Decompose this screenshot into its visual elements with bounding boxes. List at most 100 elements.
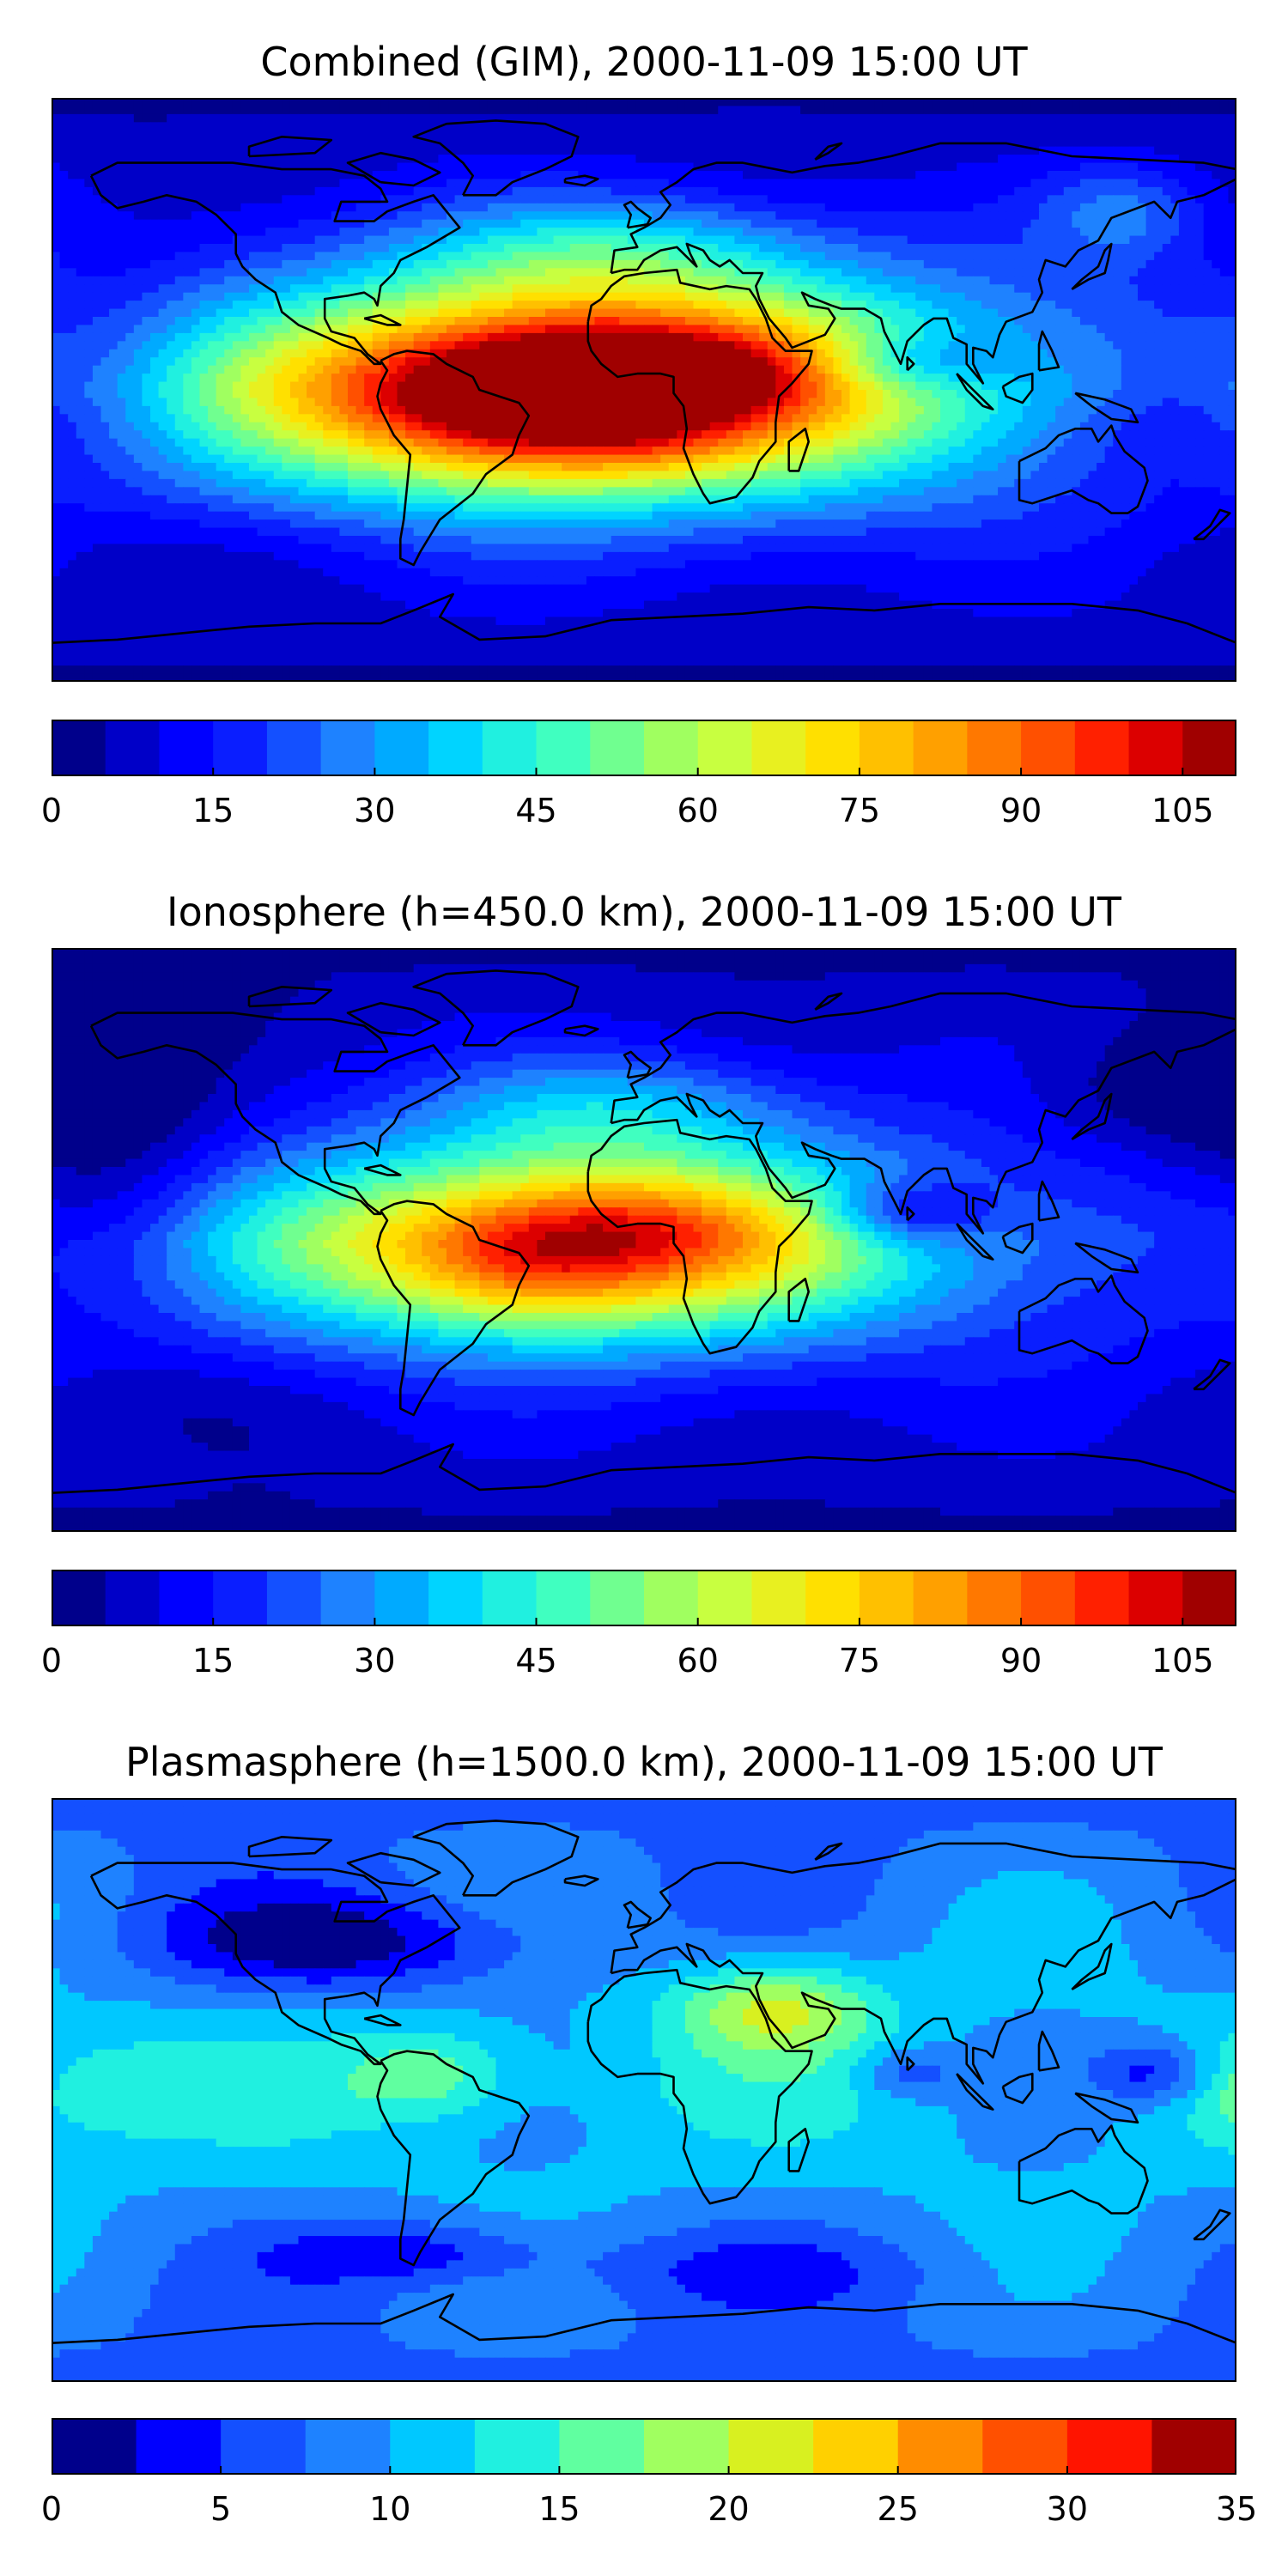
heatmap-cell	[611, 332, 620, 342]
heatmap-cell	[92, 357, 102, 367]
heatmap-cell	[388, 252, 398, 261]
heatmap-cell	[800, 203, 810, 212]
heatmap-cell	[314, 357, 324, 367]
heatmap-cell	[743, 325, 752, 334]
heatmap-cell	[528, 332, 538, 342]
heatmap-cell	[783, 349, 793, 358]
heatmap-cell	[364, 162, 374, 172]
heatmap-cell	[808, 284, 817, 294]
heatmap-cell	[800, 374, 810, 383]
heatmap-cell	[289, 301, 300, 310]
heatmap-cell	[957, 301, 966, 310]
heatmap-cell	[537, 130, 546, 139]
heatmap-cell	[957, 235, 966, 245]
heatmap-cell	[314, 365, 324, 374]
heatmap-cell	[454, 317, 464, 326]
heatmap-cell	[314, 349, 324, 358]
heatmap-cell	[841, 252, 851, 261]
heatmap-cell	[1162, 186, 1171, 196]
heatmap-cell	[594, 98, 604, 107]
heatmap-cell	[644, 374, 653, 383]
heatmap-cell	[824, 284, 835, 294]
heatmap-cell	[68, 186, 77, 196]
heatmap-cell	[397, 219, 406, 228]
heatmap-cell	[68, 211, 77, 221]
heatmap-cell	[1047, 292, 1056, 301]
heatmap-cell	[569, 374, 579, 383]
heatmap-cell	[833, 122, 842, 131]
heatmap-cell	[183, 235, 192, 245]
heatmap-cell	[1145, 203, 1155, 212]
heatmap-cell	[133, 122, 143, 131]
heatmap-cell	[413, 357, 422, 367]
heatmap-cell	[874, 186, 884, 196]
heatmap-cell	[734, 203, 744, 212]
heatmap-cell	[890, 308, 900, 318]
heatmap-cell	[68, 244, 77, 253]
heatmap-cell	[709, 268, 719, 277]
heatmap-cell	[1187, 98, 1196, 107]
heatmap-cell	[1129, 284, 1139, 294]
heatmap-cell	[619, 292, 629, 301]
heatmap-cell	[684, 308, 695, 318]
heatmap-cell	[858, 98, 867, 107]
heatmap-cell	[1129, 325, 1139, 334]
heatmap-cell	[125, 106, 135, 115]
heatmap-cell	[92, 203, 102, 212]
heatmap-cell	[388, 195, 398, 204]
heatmap-cell	[948, 186, 957, 196]
heatmap-cell	[314, 259, 324, 269]
heatmap-cell	[817, 130, 826, 139]
heatmap-cell	[627, 284, 637, 294]
heatmap-cell	[479, 317, 489, 326]
heatmap-cell	[783, 317, 793, 326]
heatmap-cell	[964, 252, 974, 261]
heatmap-cell	[553, 211, 562, 221]
heatmap-cell	[1154, 235, 1163, 245]
heatmap-cell	[59, 244, 69, 253]
heatmap-cell	[1039, 113, 1048, 123]
heatmap-cell	[1088, 162, 1097, 172]
heatmap-cell	[702, 259, 711, 269]
heatmap-cell	[743, 244, 752, 253]
heatmap-cell	[1228, 349, 1236, 358]
heatmap-cell	[603, 308, 612, 318]
heatmap-cell	[528, 113, 538, 123]
heatmap-cell	[684, 106, 695, 115]
heatmap-cell	[1022, 341, 1032, 350]
heatmap-cell	[265, 308, 275, 318]
heatmap-cell	[1228, 195, 1236, 204]
heatmap-cell	[998, 276, 1007, 285]
heatmap-cell	[652, 308, 661, 318]
heatmap-cell	[282, 349, 291, 358]
heatmap-cell	[973, 325, 982, 334]
heatmap-cell	[1170, 292, 1180, 301]
heatmap-cell	[1121, 203, 1131, 212]
heatmap-cell	[603, 325, 612, 334]
heatmap-cell	[594, 268, 604, 277]
heatmap-cell	[915, 268, 925, 277]
heatmap-cell	[1113, 301, 1122, 310]
heatmap-cell	[684, 138, 695, 148]
heatmap-cell	[76, 113, 85, 123]
heatmap-cell	[413, 259, 422, 269]
heatmap-cell	[940, 146, 950, 155]
heatmap-cell	[92, 349, 102, 358]
heatmap-cell	[1129, 195, 1139, 204]
heatmap-cell	[1129, 235, 1139, 245]
heatmap-cell	[882, 292, 892, 301]
heatmap-cell	[1170, 113, 1180, 123]
heatmap-cell	[808, 195, 817, 204]
heatmap-cell	[339, 268, 349, 277]
heatmap-cell	[380, 203, 390, 212]
heatmap-cell	[890, 292, 900, 301]
heatmap-cell	[775, 186, 785, 196]
heatmap-cell	[1178, 98, 1188, 107]
heatmap-cell	[1162, 171, 1171, 180]
heatmap-cell	[438, 301, 447, 310]
heatmap-cell	[1022, 203, 1032, 212]
heatmap-cell	[545, 308, 555, 318]
heatmap-cell	[68, 325, 77, 334]
heatmap-cell	[397, 122, 406, 131]
heatmap-cell	[652, 357, 661, 367]
